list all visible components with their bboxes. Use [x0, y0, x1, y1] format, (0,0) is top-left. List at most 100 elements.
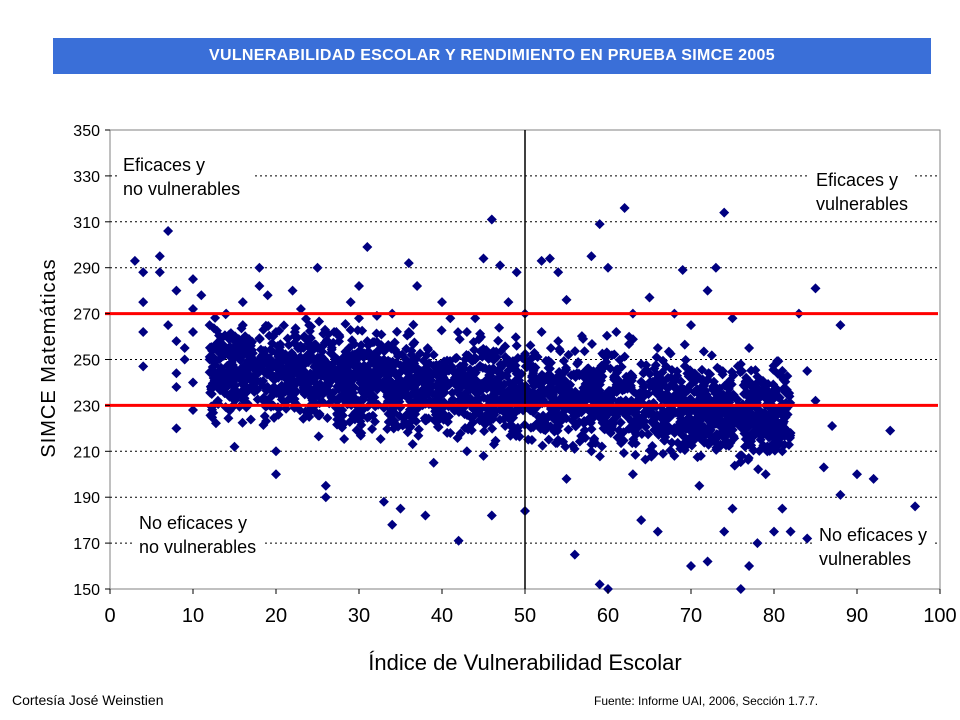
data-point: [383, 417, 394, 428]
data-point: [769, 526, 779, 537]
data-point: [353, 352, 364, 363]
data-point: [727, 424, 738, 435]
data-point: [484, 370, 495, 381]
data-point: [586, 339, 597, 350]
x-tick-label: 40: [431, 605, 453, 627]
data-point: [719, 526, 730, 537]
data-point: [731, 405, 742, 416]
data-point: [646, 451, 657, 462]
data-point: [428, 349, 439, 360]
y-tick-label: 350: [73, 123, 100, 140]
data-point: [710, 388, 721, 399]
data-point: [470, 395, 481, 406]
data-point: [644, 292, 655, 303]
data-point: [727, 503, 738, 514]
data-point: [484, 409, 495, 420]
data-point: [252, 383, 263, 394]
data-point: [397, 361, 408, 372]
data-point: [589, 395, 600, 406]
data-point: [210, 418, 221, 429]
data-point: [578, 368, 589, 379]
quadrant-label-line2: vulnerables: [816, 194, 908, 214]
data-point: [284, 384, 295, 395]
data-point: [382, 424, 393, 435]
x-tick-label: 0: [104, 605, 115, 627]
data-point: [357, 325, 368, 336]
data-point: [511, 267, 522, 278]
data-point: [511, 340, 522, 351]
data-point: [616, 438, 627, 449]
data-point: [408, 319, 419, 330]
data-point: [665, 411, 676, 422]
data-point: [295, 405, 306, 416]
data-point: [666, 372, 677, 383]
data-point: [710, 418, 721, 429]
data-point: [362, 242, 373, 253]
data-point: [138, 267, 149, 278]
data-point: [509, 376, 520, 387]
data-point: [510, 332, 521, 343]
data-point: [910, 501, 921, 512]
data-point: [603, 262, 613, 273]
data-point: [223, 413, 234, 424]
data-point: [282, 333, 293, 344]
data-point: [439, 413, 450, 424]
quadrant-label-bg: [117, 150, 252, 202]
data-point: [510, 424, 521, 435]
data-point: [403, 326, 414, 337]
data-point: [470, 313, 481, 324]
data-point: [367, 389, 378, 400]
data-point: [665, 348, 676, 359]
data-point: [262, 382, 273, 393]
data-point: [323, 380, 334, 391]
data-point: [312, 353, 323, 364]
data-point: [626, 416, 637, 427]
data-point: [354, 313, 364, 324]
x-tick-label: 10: [182, 605, 204, 627]
data-point: [163, 320, 174, 331]
data-point: [327, 388, 338, 399]
data-point: [461, 350, 472, 361]
data-point: [196, 290, 207, 301]
data-point: [593, 377, 604, 388]
data-point: [378, 496, 389, 507]
data-point: [297, 380, 308, 391]
data-point: [337, 359, 348, 370]
x-tick-label: 50: [514, 605, 536, 627]
data-point: [615, 417, 626, 428]
data-point: [412, 281, 423, 292]
data-point: [636, 359, 647, 370]
data-point: [409, 358, 420, 369]
data-point: [478, 347, 489, 358]
data-point: [494, 322, 505, 333]
data-point: [735, 584, 746, 594]
data-point: [443, 365, 454, 376]
data-point: [351, 425, 362, 436]
data-point: [596, 441, 607, 452]
data-point: [328, 350, 339, 361]
data-point: [740, 376, 751, 387]
data-point: [728, 390, 739, 401]
data-point: [503, 297, 514, 308]
data-point: [635, 388, 646, 399]
data-point: [653, 429, 664, 440]
data-point: [403, 367, 414, 378]
data-point: [594, 219, 605, 230]
data-point: [453, 535, 464, 546]
data-point: [495, 363, 506, 374]
data-point: [486, 214, 497, 225]
data-point: [402, 427, 413, 438]
data-point: [780, 412, 791, 423]
x-tick-label: 80: [763, 605, 785, 627]
data-point: [419, 413, 430, 424]
quadrant-label-line2: vulnerables: [819, 549, 911, 569]
data-point: [329, 326, 340, 337]
x-tick-label: 30: [348, 605, 370, 627]
data-point: [561, 473, 572, 484]
data-point: [486, 510, 497, 521]
y-tick-label: 170: [73, 536, 100, 553]
data-point: [304, 320, 315, 331]
data-point: [462, 410, 473, 421]
data-point: [852, 469, 862, 480]
data-point: [671, 382, 682, 393]
